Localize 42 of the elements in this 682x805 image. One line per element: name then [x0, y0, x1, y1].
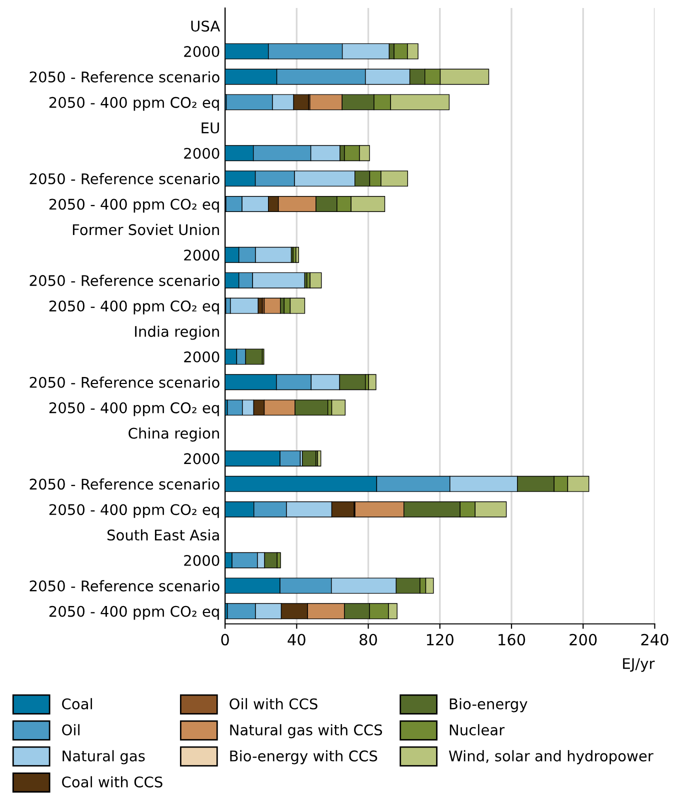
- y-tick-label: USA: [191, 20, 220, 32]
- legend-label: Bio-energy with CCS: [230, 750, 378, 764]
- legend-label: Natural gas with CCS: [230, 724, 382, 738]
- legend-label: Coal: [62, 698, 92, 710]
- y-tick-label: 2050 - 400 ppm CO₂ eq: [49, 198, 219, 213]
- y-tick-label: 2000: [184, 351, 220, 362]
- legend-label: Oil with CCS: [230, 698, 318, 710]
- y-tick-label: South East Asia: [107, 529, 219, 541]
- y-tick-label: 2050 - Reference scenario: [30, 580, 220, 592]
- x-tick-label: 120: [426, 634, 454, 646]
- legend-label: Wind, solar and hydropower: [448, 750, 654, 764]
- y-tick-label: 2050 - Reference scenario: [30, 274, 220, 286]
- legend-label: Coal with CCS: [62, 776, 162, 788]
- y-tick-label: 2050 - 400 ppm CO₂ eq: [49, 606, 219, 620]
- x-tick-label: 160: [498, 634, 526, 646]
- y-tick-label: 2050 - Reference scenario: [30, 71, 220, 83]
- x-tick-label: 240: [641, 634, 668, 646]
- x-tick-label: 200: [570, 634, 597, 646]
- x-tick-label: 0: [221, 634, 229, 646]
- y-tick-label: 2050 - 400 ppm CO₂ eq: [49, 96, 219, 111]
- y-tick-label: 2050 - 400 ppm CO₂ eq: [49, 504, 219, 518]
- y-tick-label: China region: [128, 427, 219, 442]
- y-tick-label: 2050 - Reference scenario: [30, 376, 220, 388]
- legend-label: Oil: [62, 724, 80, 736]
- y-tick-label: Former Soviet Union: [72, 224, 219, 236]
- x-axis-title: EJ/yr: [623, 658, 655, 672]
- y-tick-label: 2050 - 400 ppm CO₂ eq: [49, 402, 219, 416]
- y-tick-label: EU: [202, 122, 219, 134]
- y-tick-label: 2000: [184, 250, 220, 261]
- y-tick-label: India region: [135, 326, 219, 340]
- y-tick-label: 2050 - Reference scenario: [30, 173, 220, 184]
- x-tick-label: 80: [360, 634, 377, 646]
- y-tick-label: 2000: [184, 148, 220, 159]
- legend-label: Nuclear: [450, 724, 505, 736]
- y-tick-label: 2000: [184, 46, 220, 58]
- y-tick-label: 2050 - 400 ppm CO₂ eq: [49, 300, 219, 314]
- x-tick-label: 40: [288, 634, 306, 646]
- legend-label: Bio-energy: [450, 698, 528, 712]
- legend-label: Natural gas: [62, 750, 145, 764]
- y-tick-label: 2050 - Reference scenario: [30, 478, 220, 490]
- y-tick-label: 2000: [184, 554, 220, 566]
- y-tick-label: 2000: [184, 453, 220, 464]
